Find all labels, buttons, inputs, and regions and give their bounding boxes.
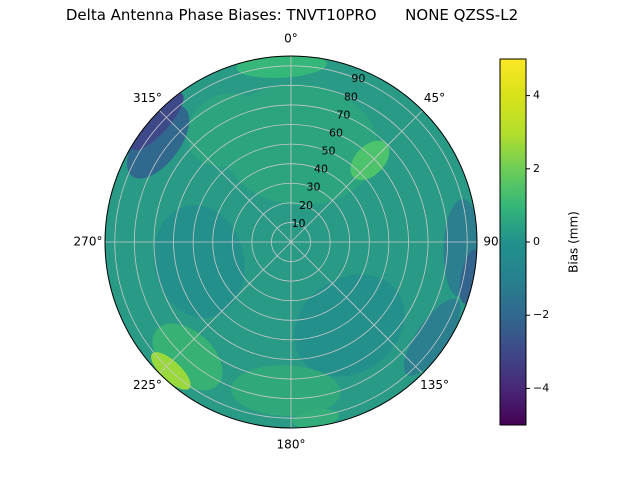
contour-region-bottom-edge-green-arc — [292, 409, 340, 428]
radial-label: 50 — [321, 145, 335, 158]
colorbar-tick-label: −4 — [533, 381, 549, 394]
angle-label: 270° — [74, 235, 103, 249]
radial-label: 80 — [344, 90, 358, 103]
radial-label: 60 — [329, 126, 343, 139]
colorbar-tick-label: 2 — [533, 162, 540, 175]
contour-region-nw-edge-navy — [130, 92, 184, 151]
contour-region-right-edge-teal-blue-lower — [403, 298, 461, 376]
polar-outline — [104, 55, 478, 429]
angle-label: 0° — [284, 32, 298, 46]
contour-region-upper-left-green — [186, 93, 267, 167]
angle-label: 225° — [133, 378, 162, 392]
radial-label: 90 — [351, 72, 365, 85]
contour-region-nw-edge-blue — [126, 105, 190, 179]
radial-label: 20 — [299, 199, 313, 212]
contour-region-ne-green-blob — [350, 140, 390, 181]
contour-region-left-dark-teal — [153, 205, 245, 318]
grid-spoke — [159, 110, 292, 243]
radial-label: 70 — [336, 108, 350, 121]
angle-labels: 0° 45° 90° 135° 180° 225° 270° 315° — [74, 32, 505, 452]
colorbar-axis-label: Bias (mm) — [567, 211, 581, 273]
radial-label: 10 — [291, 217, 305, 230]
radial-labels: 10 20 30 40 50 60 70 80 90 — [291, 72, 365, 230]
contour-region-bottom-green — [231, 365, 341, 417]
angle-label: 180° — [277, 438, 306, 452]
colorbar — [499, 58, 527, 426]
contour-region-lower-right-dark-teal — [294, 274, 405, 377]
grid-spoke — [290, 110, 423, 243]
angle-label: 315° — [133, 91, 162, 105]
colorbar-tick-label: 0 — [533, 235, 540, 248]
polar-grid — [105, 56, 477, 428]
angle-label: 45° — [424, 91, 445, 105]
radial-label: 40 — [314, 163, 328, 176]
colorbar-tick-label: 4 — [533, 89, 540, 102]
chart-title: Delta Antenna Phase Biases: TNVT10PRO NO… — [65, 6, 519, 24]
radial-label: 30 — [306, 181, 320, 194]
colorbar-ticks: 4 2 0 −2 −4 — [526, 89, 549, 394]
angle-label: 90° — [483, 235, 504, 249]
grid-spoke — [290, 241, 423, 374]
colorbar-tick-label: −2 — [533, 308, 549, 321]
grid-spoke — [159, 241, 292, 374]
angle-label: 135° — [420, 378, 449, 392]
